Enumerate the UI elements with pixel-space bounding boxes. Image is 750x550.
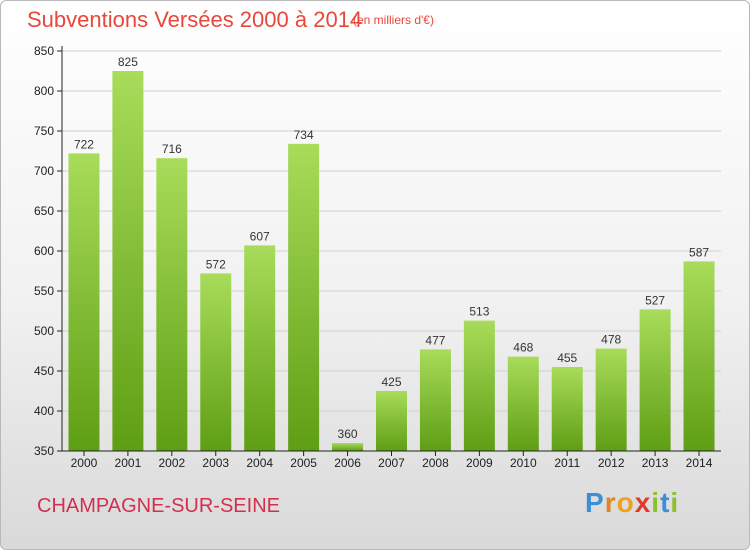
bar-2005	[288, 143, 320, 452]
y-tick-label: 750	[34, 124, 54, 138]
y-tick-label: 550	[34, 284, 54, 298]
value-label-2005: 734	[294, 128, 314, 142]
value-label-2002: 716	[162, 142, 182, 156]
y-tick-label: 400	[34, 404, 54, 418]
x-tick-label-2008: 2008	[422, 456, 449, 470]
x-tick-label-2010: 2010	[510, 456, 537, 470]
value-label-2011: 455	[557, 351, 577, 365]
value-label-2010: 468	[513, 341, 533, 355]
value-label-2004: 607	[250, 229, 270, 243]
value-label-2013: 527	[645, 293, 665, 307]
y-tick-label: 350	[34, 444, 54, 458]
bar-2011	[551, 367, 583, 451]
y-tick-label: 500	[34, 324, 54, 338]
logo-letter: P	[585, 487, 605, 518]
bar-2012	[595, 348, 627, 451]
y-tick-label: 450	[34, 364, 54, 378]
bar-2000	[68, 153, 100, 451]
logo-letter: i	[670, 487, 680, 518]
value-label-2003: 572	[206, 257, 226, 271]
x-tick-label-2013: 2013	[642, 456, 669, 470]
logo-letter: i	[651, 487, 661, 518]
value-label-2008: 477	[425, 333, 445, 347]
bar-2004	[244, 245, 276, 451]
x-tick-label-2001: 2001	[115, 456, 142, 470]
bars	[68, 71, 715, 452]
y-tick-label: 700	[34, 164, 54, 178]
y-tick-label: 600	[34, 244, 54, 258]
x-tick-label-2014: 2014	[686, 456, 713, 470]
y-tick-label: 800	[34, 84, 54, 98]
x-tick-label-2005: 2005	[290, 456, 317, 470]
logo-letter: o	[616, 487, 635, 518]
bar-2010	[507, 356, 539, 451]
logo-letter: x	[634, 487, 652, 518]
value-label-2007: 425	[381, 375, 401, 389]
value-label-2001: 825	[118, 55, 138, 69]
x-tick-label-2006: 2006	[334, 456, 361, 470]
x-tick-label-2004: 2004	[246, 456, 273, 470]
chart-title: Subventions Versées 2000 à 2014	[27, 7, 363, 32]
y-tick-label: 650	[34, 204, 54, 218]
bar-2002	[156, 158, 188, 451]
chart-subtitle: (en milliers d'€)	[353, 13, 434, 27]
proxiti-logo: Proxiti	[585, 487, 679, 519]
bar-2001	[112, 71, 144, 451]
value-label-2009: 513	[469, 305, 489, 319]
x-tick-label-2003: 2003	[202, 456, 229, 470]
axes: 350 400 450 500 550 600 650 700 750 800 850 2000 200…	[34, 44, 721, 470]
x-tick-label-2011: 2011	[554, 456, 580, 470]
x-tick-label-2012: 2012	[598, 456, 625, 470]
value-label-2012: 478	[601, 333, 621, 347]
bar-2003	[200, 273, 232, 451]
bar-2007	[376, 391, 407, 451]
value-label-2014: 587	[689, 245, 709, 259]
bar-2006	[332, 443, 364, 451]
y-tick-label: 850	[34, 44, 54, 58]
bar-2009	[463, 320, 495, 451]
x-tick-label-2002: 2002	[158, 456, 185, 470]
x-tick-label-2000: 2000	[71, 456, 98, 470]
x-tick-label-2007: 2007	[378, 456, 405, 470]
logo-letter: t	[660, 487, 671, 518]
x-tick-label-2009: 2009	[466, 456, 493, 470]
bar-2014	[683, 261, 715, 451]
value-label-2000: 722	[74, 137, 94, 151]
logo-letter: r	[604, 487, 617, 518]
value-labels: 722 825 716 572 607 734 360 425 477 513 468 455 478 5…	[74, 55, 709, 441]
bar-2013	[639, 309, 671, 451]
city-name: CHAMPAGNE-SUR-SEINE	[37, 495, 280, 517]
bar-2008	[419, 349, 451, 451]
value-label-2006: 360	[338, 427, 358, 441]
